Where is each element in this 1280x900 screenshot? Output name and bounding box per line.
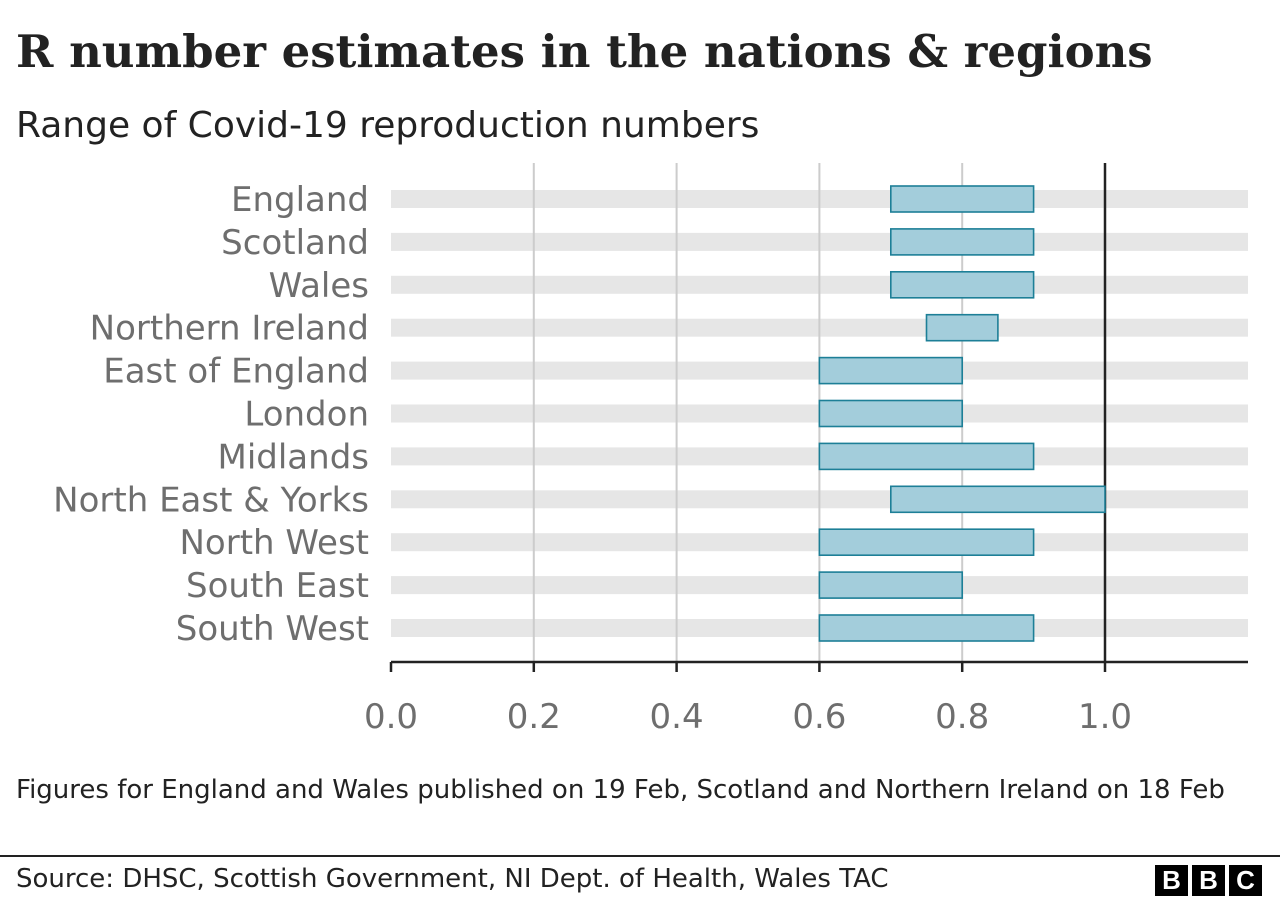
x-tick-label: 0.0 [364,697,418,737]
category-label: London [244,395,369,435]
range-bar [818,571,964,599]
range-bar [818,399,964,428]
range-bar [889,270,1035,299]
range-bar [925,313,999,342]
category-label: Midlands [218,437,370,477]
x-tick-label: 0.6 [792,697,846,737]
x-axis: 0.0 0.2 0.4 0.6 0.8 1.0 [364,660,1248,737]
category-label: East of England [103,352,369,392]
x-tick-label: 0.2 [507,697,561,737]
category-label: Scotland [221,223,369,263]
range-bar [889,185,1035,213]
category-label: North West [180,523,370,563]
range-bar [818,528,1035,557]
x-tick-label: 0.8 [935,697,989,737]
bbc-logo: B B C [1155,865,1262,896]
x-tick-label: 0.4 [650,697,704,737]
chart-title: R number estimates in the nations & regi… [16,25,1153,78]
category-label: Northern Ireland [90,309,369,349]
logo-letter: C [1229,865,1262,896]
footer-divider [0,855,1280,857]
footnote: Figures for England and Wales published … [16,775,1225,805]
category-label: England [231,180,369,220]
range-bar [889,228,1035,256]
chart-subtitle: Range of Covid-19 reproduction numbers [16,105,760,146]
category-label: South West [176,609,369,649]
range-bar [818,442,1035,471]
logo-letter: B [1192,865,1225,896]
category-label: North East & Yorks [53,480,369,520]
source-text: Source: DHSC, Scottish Government, NI De… [16,864,889,894]
category-label: Wales [269,266,369,306]
logo-letter: B [1155,865,1188,896]
x-tick-label: 1.0 [1078,697,1132,737]
range-bar [889,485,1106,514]
range-bar [818,614,1035,642]
range-bar [818,356,964,385]
range-bars [818,185,1106,642]
category-label: South East [186,566,369,606]
